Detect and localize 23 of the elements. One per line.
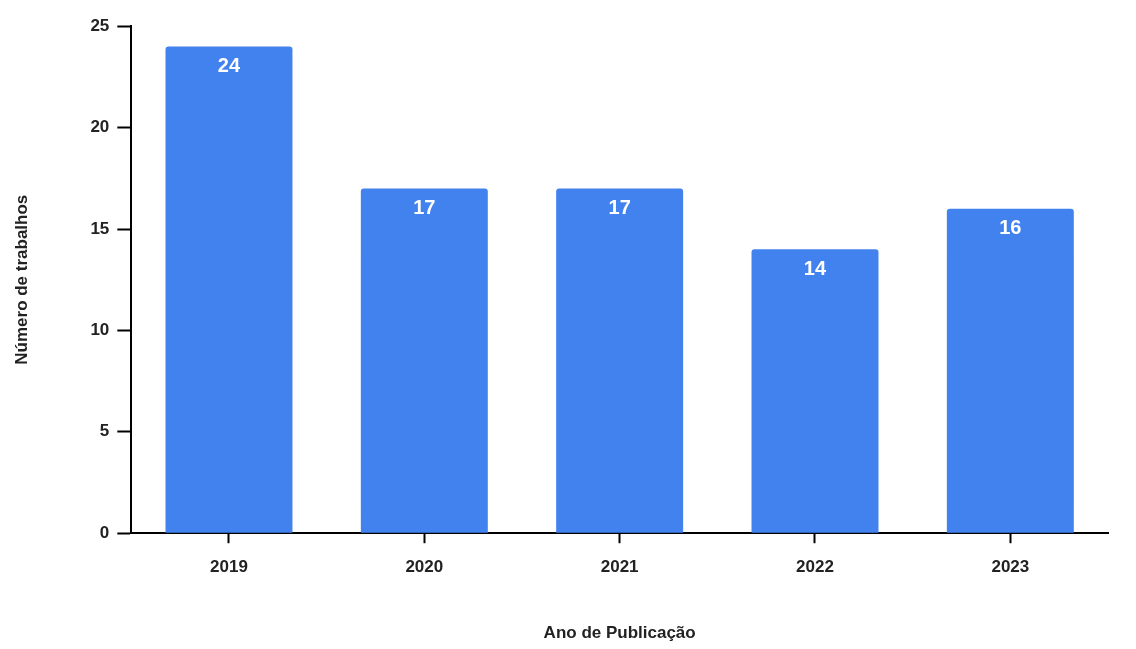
y-tick-label: 15 (90, 218, 110, 238)
x-tick-label: 2020 (405, 557, 444, 577)
y-axis-title: Número de trabalhos (11, 194, 31, 365)
y-tick-label: 10 (90, 320, 110, 340)
data-label: 14 (803, 256, 827, 279)
y-tick-label: 0 (99, 522, 110, 542)
data-label: 17 (608, 195, 631, 218)
bar (556, 188, 684, 533)
data-label: 17 (413, 195, 436, 218)
y-tick-label: 25 (90, 15, 110, 35)
y-tick-label: 5 (99, 421, 110, 441)
bar (751, 249, 879, 533)
data-label: 16 (999, 216, 1022, 239)
x-tick-label: 2021 (600, 557, 639, 577)
bar (360, 188, 488, 533)
data-label: 24 (217, 54, 241, 76)
bar (946, 208, 1074, 533)
y-tick-label: 20 (90, 117, 110, 137)
x-tick-label: 2022 (796, 557, 834, 577)
x-tick-label: 2019 (210, 557, 248, 577)
bar (165, 46, 293, 533)
x-tick-label: 2023 (991, 557, 1030, 577)
x-axis-title: Ano de Publicação (543, 623, 696, 643)
